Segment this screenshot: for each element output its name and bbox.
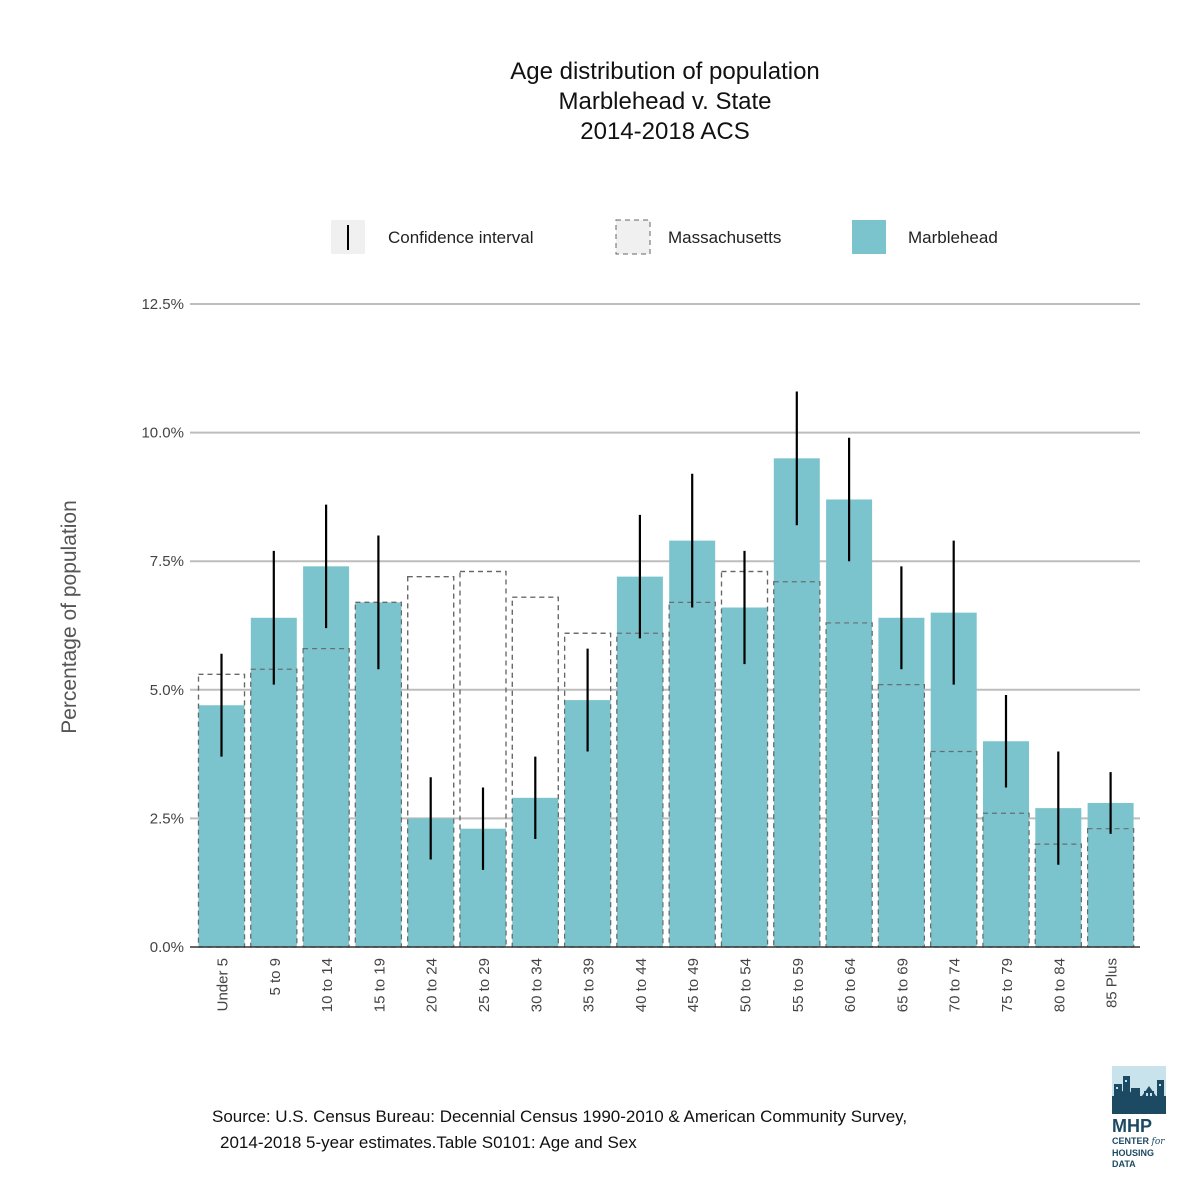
y-tick-label: 2.5% xyxy=(150,810,184,827)
x-tick-label: 75 to 79 xyxy=(999,958,1016,1012)
town-bar xyxy=(773,458,820,947)
y-tick-label: 12.5% xyxy=(141,296,184,313)
town-bar xyxy=(669,540,716,947)
legend: Confidence interval Massachusetts Marblehe… xyxy=(331,219,998,255)
x-tick-label: 45 to 49 xyxy=(685,958,702,1012)
state-bar-overlay xyxy=(825,622,873,948)
chart-title: Age distribution of population Marblehead… xyxy=(510,58,820,145)
title-line-1: Age distribution of population xyxy=(510,58,820,85)
y-tick-label: 0.0% xyxy=(150,939,184,956)
x-tick-label: 40 to 44 xyxy=(633,958,650,1012)
x-axis-ticks: Under 5 5 to 9 10 to 14 15 to 19 20 to 24 25 … xyxy=(215,958,1121,1012)
state-bar-overlay xyxy=(407,576,455,948)
x-tick-label: 15 to 19 xyxy=(371,958,388,1012)
mhp-logo: MHP CENTER for HOUSING DATA xyxy=(1112,1066,1168,1170)
state-bar-overlay xyxy=(302,648,350,948)
logo-housing-data: HOUSING DATA xyxy=(1112,1148,1155,1169)
legend-label-town: Marblehead xyxy=(908,228,998,247)
title-line-2: Marblehead v. State xyxy=(558,88,771,115)
x-tick-label: 35 to 39 xyxy=(581,958,598,1012)
town-bars xyxy=(197,458,1135,948)
town-bar xyxy=(303,566,350,947)
x-tick-label: 50 to 54 xyxy=(738,958,755,1012)
x-tick-label: 70 to 74 xyxy=(947,958,964,1012)
x-tick-label: 85 Plus xyxy=(1104,958,1121,1008)
y-axis-label: Percentage of population xyxy=(58,500,81,734)
legend-key-town xyxy=(852,220,886,254)
y-tick-label: 10.0% xyxy=(141,425,184,442)
x-tick-label: 30 to 34 xyxy=(528,958,545,1012)
x-tick-label: 10 to 14 xyxy=(319,958,336,1012)
x-tick-label: 25 to 29 xyxy=(476,958,493,1012)
source-line-1: Source: U.S. Census Bureau: Decennial Ce… xyxy=(212,1107,908,1126)
y-tick-label: 7.5% xyxy=(150,553,184,570)
x-tick-label: 20 to 24 xyxy=(424,958,441,1012)
confidence-intervals xyxy=(220,391,1112,870)
y-tick-label: 5.0% xyxy=(150,682,184,699)
x-tick-label: Under 5 xyxy=(215,958,232,1011)
logo-for: for xyxy=(1151,1137,1165,1147)
y-axis-ticks: 0.0% 2.5% 5.0% 7.5% 10.0% 12.5% xyxy=(141,296,184,956)
source-note: Source: U.S. Census Bureau: Decennial Ce… xyxy=(212,1104,907,1156)
skyline-icon xyxy=(1112,1066,1166,1114)
x-tick-label: 80 to 84 xyxy=(1051,958,1068,1012)
x-tick-label: 60 to 64 xyxy=(842,958,859,1012)
x-tick-label: 5 to 9 xyxy=(267,958,284,996)
town-bar xyxy=(826,499,873,947)
x-tick-label: 65 to 69 xyxy=(894,958,911,1012)
town-bar xyxy=(878,617,925,947)
logo-name: MHP xyxy=(1112,1116,1152,1136)
legend-label-ci: Confidence interval xyxy=(388,228,534,247)
state-bar-overlay xyxy=(877,684,926,948)
title-line-3: 2014-2018 ACS xyxy=(580,118,749,145)
legend-key-state xyxy=(615,219,651,255)
legend-label-state: Massachusetts xyxy=(668,228,781,247)
logo-center: CENTER xyxy=(1112,1136,1150,1146)
source-line-2: 2014-2018 5-year estimates.Table S0101: … xyxy=(220,1133,637,1152)
x-tick-label: 55 to 59 xyxy=(790,958,807,1012)
